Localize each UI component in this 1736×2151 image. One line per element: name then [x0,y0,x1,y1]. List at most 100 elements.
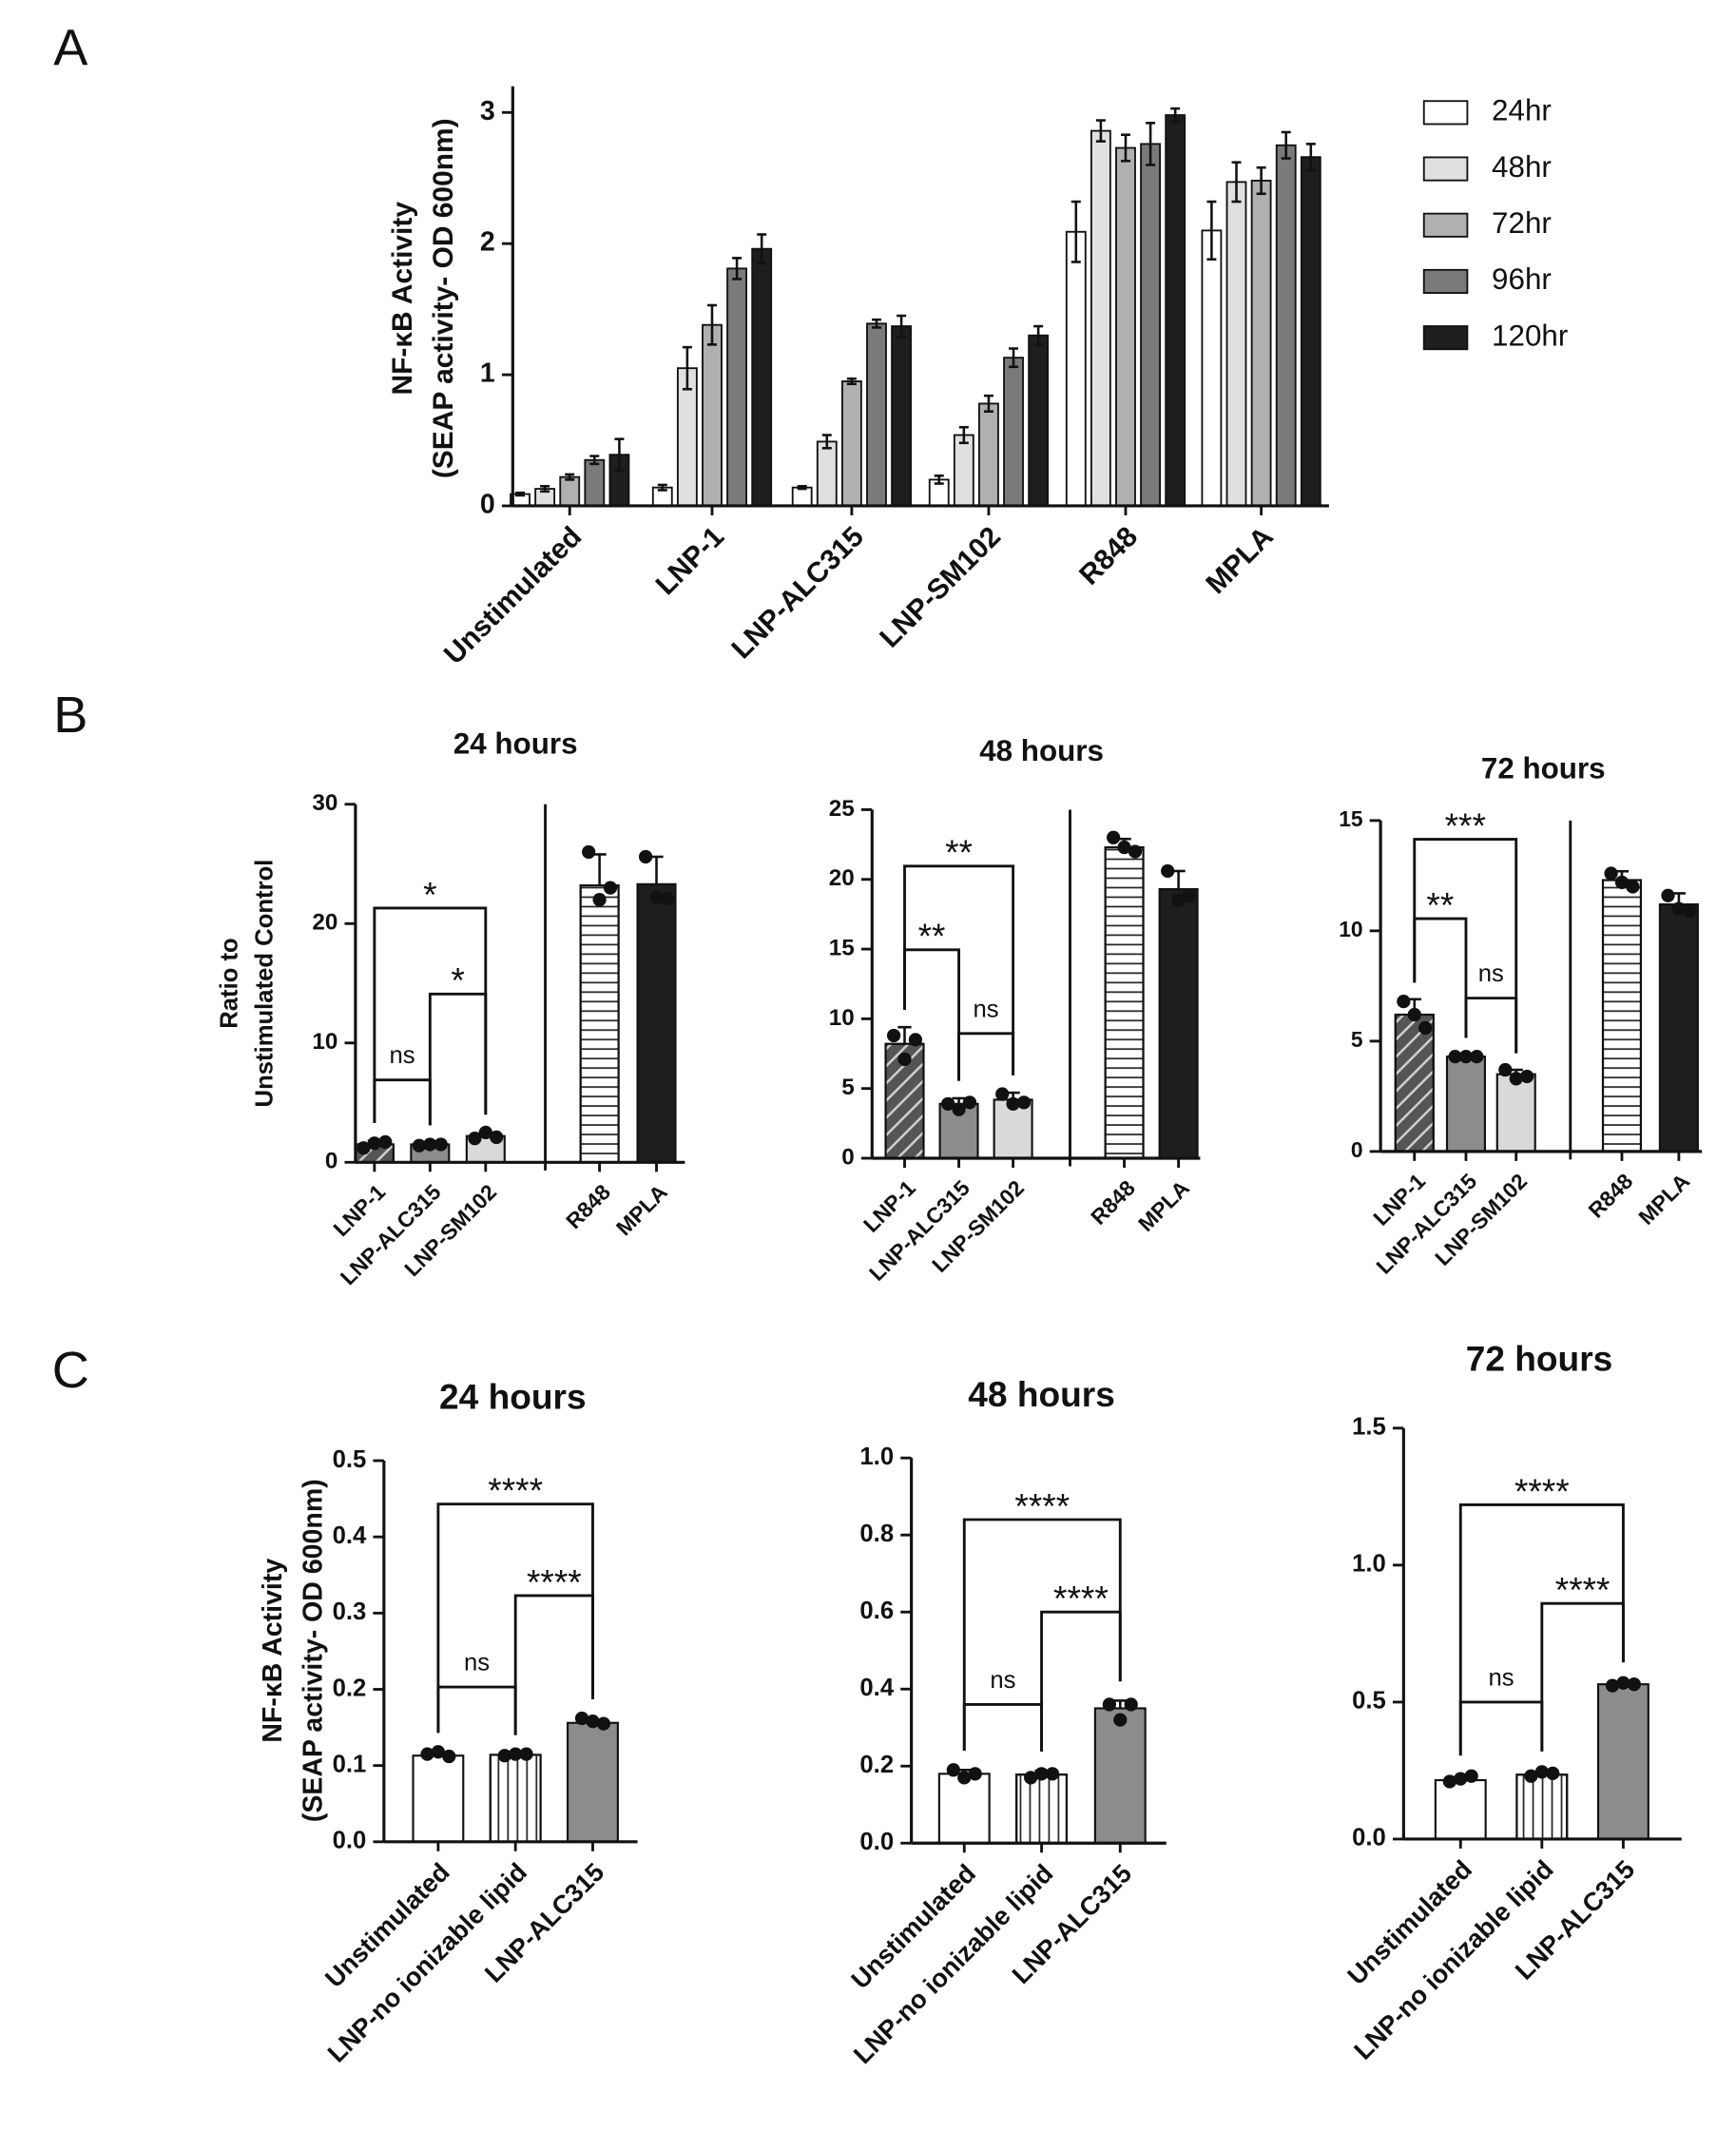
y-tick-label: 3 [480,96,495,126]
data-point [478,1125,492,1140]
x-tick-label: LNP-1 [650,521,730,601]
y-axis-label: NF-κB Activity [387,202,418,396]
y-tick-label: 5 [841,1075,854,1100]
y-tick-label: 0.4 [333,1522,367,1549]
bar [636,882,677,1164]
y-tick-label: 0.1 [333,1751,367,1777]
y-tick-label: 0.5 [333,1446,367,1473]
data-point [367,1136,381,1151]
significance-label: ** [945,832,973,872]
significance-label: ns [974,996,999,1022]
significance-bracket [373,906,488,1123]
y-tick-label: 15 [1339,806,1363,831]
y-tick-label: 0.5 [1352,1688,1386,1715]
y-axis-label: Ratio to [216,938,242,1028]
x-tick-label: LNP-SM102 [874,521,1007,654]
y-tick-label: 10 [829,1005,855,1031]
significance-label: * [423,874,436,914]
bar-hatch [1104,845,1145,1160]
y-tick-label: 0.3 [333,1599,367,1625]
y-tick-label: 2 [480,227,495,258]
y-tick-label: 20 [829,865,855,891]
data-point [1024,1771,1038,1785]
y-tick-label: 1.0 [859,1444,894,1470]
bar-hatch [1394,1013,1435,1153]
legend-swatch [1422,212,1469,238]
data-point [1182,889,1197,903]
data-point [1407,1007,1421,1022]
legend-swatch [1422,100,1469,126]
bar [866,322,887,507]
y-axis-label: NF-κB Activity [258,1559,288,1743]
panel-label: A [53,20,88,77]
data-point [1454,1772,1468,1786]
data-point [1627,1677,1641,1692]
data-point [946,1763,960,1777]
panel-label: C [52,1342,89,1399]
bar [978,402,999,507]
significance-label: **** [1014,1485,1070,1525]
bar [1658,902,1699,1153]
data-point [1605,1678,1620,1693]
legend-swatch [1422,156,1469,182]
data-point [431,1745,446,1759]
data-point [1509,1072,1523,1086]
y-tick-label: 25 [829,796,855,822]
data-point [962,1095,977,1110]
bar [726,267,747,507]
data-point [968,1767,982,1781]
y-axis-label: Unstimulated Control [252,860,279,1108]
y-tick-label: 0 [841,1144,854,1170]
data-point [442,1749,456,1764]
significance-label: ns [390,1042,415,1069]
bar [584,458,606,507]
x-tick-label: LNP-ALC315 [725,521,870,666]
y-tick-label: 20 [312,910,338,936]
data-point [1102,1697,1116,1712]
bar [1250,180,1272,507]
data-point [1034,1767,1049,1781]
data-point [1006,1096,1020,1111]
bar [1495,1073,1536,1153]
x-tick-label: MPLA [1200,521,1279,600]
bar-hatch [1015,1773,1069,1845]
data-point [995,1087,1010,1101]
data-point [1117,840,1131,855]
legend-swatch [1422,268,1469,294]
data-point [1442,1774,1456,1789]
data-point [1626,880,1640,894]
data-point [586,1715,600,1729]
bar-hatch [1601,879,1643,1153]
data-point [1498,1062,1513,1077]
significance-bracket [1464,997,1518,1054]
significance-label: ns [464,1650,490,1676]
significance-label: ns [1478,960,1504,987]
data-point [1397,994,1411,1009]
bar [1003,357,1024,507]
data-point [1128,844,1143,859]
y-tick-label: 0.2 [333,1675,367,1701]
y-tick-label: 0.2 [859,1752,894,1778]
significance-label: **** [1514,1471,1570,1511]
bar-hatch [489,1754,542,1843]
bar [1065,230,1087,507]
data-point [649,890,664,904]
data-point [1534,1765,1549,1779]
panel-label: B [53,687,87,744]
bar [1445,1056,1487,1153]
data-point [941,1096,955,1111]
bar [1158,887,1199,1160]
data-point [497,1749,511,1763]
y-tick-label: 0.6 [859,1598,894,1624]
chart-title: 24 hours [453,727,578,761]
y-tick-label: 1 [480,358,495,389]
bar [1300,156,1321,507]
data-point [519,1747,533,1761]
significance-label: ns [990,1667,1015,1694]
significance-bracket [428,992,488,1126]
data-point [1113,1713,1128,1727]
data-point [897,1052,912,1067]
data-point [1616,1676,1630,1690]
chart-title: 24 hours [439,1377,587,1417]
